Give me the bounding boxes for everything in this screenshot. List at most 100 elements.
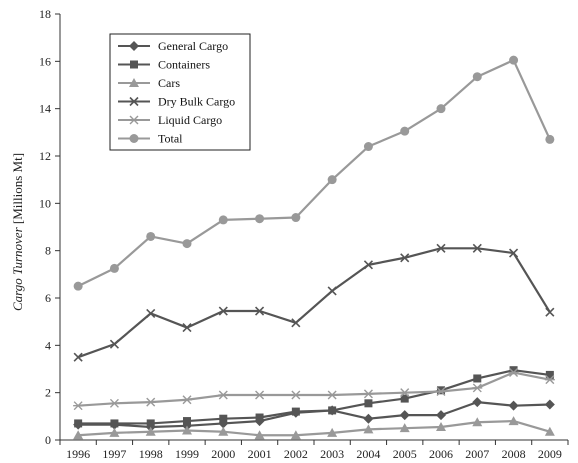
legend-label: Dry Bulk Cargo	[158, 95, 235, 109]
marker-stroke	[472, 243, 482, 253]
data-point	[73, 352, 83, 362]
marker-stroke	[363, 260, 373, 270]
legend-item-dry-bulk-cargo: Dry Bulk Cargo	[118, 95, 235, 109]
data-point	[74, 419, 83, 428]
data-point	[400, 126, 410, 136]
x-tick-label: 2003	[320, 447, 344, 461]
marker-stroke	[291, 318, 301, 328]
data-point	[436, 410, 446, 421]
data-point	[291, 213, 301, 223]
data-point	[145, 426, 156, 436]
y-tick-label: 2	[45, 386, 51, 400]
y-tick-label: 4	[45, 338, 51, 352]
data-point	[254, 430, 265, 440]
data-point	[544, 375, 555, 385]
data-point	[509, 366, 518, 375]
x-tick-label: 1997	[102, 447, 126, 461]
data-point	[363, 424, 374, 434]
data-point	[290, 390, 301, 400]
marker-stroke	[109, 339, 119, 349]
data-point	[73, 401, 84, 411]
x-tick-label: 2004	[356, 447, 380, 461]
data-point	[545, 134, 555, 144]
x-tick-label: 2005	[393, 447, 417, 461]
legend-item-liquid-cargo: Liquid Cargo	[118, 113, 222, 127]
y-tick-label: 18	[39, 7, 51, 21]
data-point	[255, 306, 265, 316]
legend-label: Containers	[158, 58, 210, 72]
y-axis-label-main: Cargo Turnover	[10, 226, 25, 311]
x-tick-label: 2002	[284, 447, 308, 461]
data-point	[146, 231, 156, 241]
data-point	[109, 339, 119, 349]
marker-stroke	[182, 323, 192, 333]
series-containers	[74, 366, 554, 428]
data-point	[400, 394, 409, 403]
data-point	[472, 243, 482, 253]
y-axis-label-unit: [Millions Mt]	[10, 153, 25, 227]
data-point	[363, 260, 373, 270]
marker-stroke	[436, 243, 446, 253]
y-tick-label: 8	[45, 244, 51, 258]
legend-marker	[129, 134, 139, 143]
series-line	[78, 419, 551, 437]
data-point	[255, 214, 265, 224]
data-point	[291, 318, 301, 328]
data-point	[146, 419, 155, 428]
y-tick-label: 12	[39, 149, 51, 163]
marker-stroke	[545, 307, 555, 317]
data-point	[145, 397, 156, 407]
data-point	[436, 104, 446, 114]
data-point	[109, 398, 120, 408]
data-point	[436, 243, 446, 253]
x-tick-label: 2007	[465, 447, 489, 461]
series-liquid-cargo	[73, 368, 555, 411]
data-point	[327, 286, 337, 296]
data-point	[327, 390, 338, 400]
series-line	[78, 369, 550, 425]
data-point	[219, 414, 228, 423]
marker-stroke	[509, 248, 519, 258]
legend-label: General Cargo	[158, 39, 228, 53]
legend-marker	[129, 41, 139, 51]
data-point	[73, 281, 83, 291]
legend: General Cargo Containers Cars Dry Bulk Carg…	[109, 33, 251, 151]
x-tick-label: 1996	[66, 447, 90, 461]
data-point	[436, 421, 446, 431]
data-point	[109, 263, 119, 273]
x-tick-label: 2009	[538, 447, 562, 461]
data-point	[472, 397, 483, 408]
x-tick-label: 2000	[211, 447, 235, 461]
legend-item-general-cargo: General Cargo	[118, 39, 228, 53]
legend-label: Liquid Cargo	[158, 113, 222, 127]
data-point	[327, 427, 338, 437]
legend-item-total: Total	[118, 132, 183, 146]
data-point	[182, 425, 192, 435]
data-point	[327, 175, 337, 185]
data-point	[509, 55, 519, 65]
y-axis-title: Cargo Turnover [Millions Mt]	[10, 153, 25, 311]
data-point	[255, 413, 264, 422]
marker-stroke	[73, 352, 83, 362]
data-point	[218, 306, 228, 316]
data-point	[109, 427, 120, 437]
marker-stroke	[218, 306, 228, 316]
data-point	[146, 308, 156, 318]
y-axis-label: Cargo Turnover [Millions Mt]	[10, 153, 25, 311]
data-point	[254, 390, 265, 400]
data-point	[472, 383, 483, 393]
series-layer	[73, 55, 555, 440]
data-point	[182, 239, 192, 249]
series-line	[77, 247, 551, 359]
series-line	[77, 59, 551, 288]
x-tick-label: 2001	[248, 447, 272, 461]
x-tick-label: 1999	[175, 447, 199, 461]
data-point	[400, 253, 410, 263]
x-tick-label: 2008	[502, 447, 526, 461]
data-point	[182, 395, 192, 405]
marker-stroke	[400, 253, 410, 263]
x-tick-label: 2006	[429, 447, 453, 461]
data-point	[328, 406, 337, 415]
y-tick-label: 16	[39, 54, 51, 68]
